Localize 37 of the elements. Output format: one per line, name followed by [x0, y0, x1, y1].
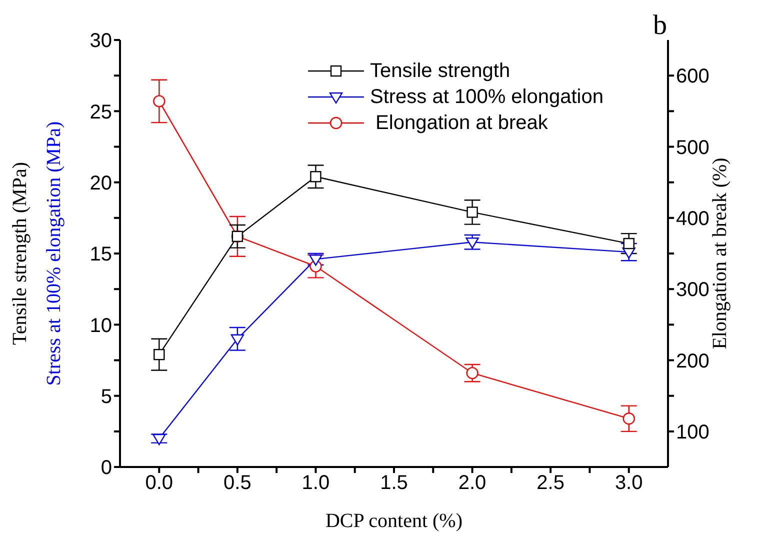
x-tick-label: 0.5: [224, 472, 252, 494]
y2-tick-label: 300: [676, 279, 710, 302]
x-tick-label: 1.0: [302, 472, 330, 494]
legend-label: Elongation at break: [374, 111, 548, 136]
text: Tensile strength (MPa): [9, 162, 31, 346]
y2-tick-label: 200: [676, 350, 710, 372]
x-tick-label: 2.5: [536, 472, 564, 494]
point: [154, 348, 165, 360]
y2-tick-label: 100: [676, 422, 710, 444]
y2-tick-label: 400: [676, 208, 710, 230]
point: [622, 412, 635, 425]
y-tick-label: 15: [90, 244, 112, 266]
point: [310, 171, 322, 182]
legend-label: Tensile strength: [370, 59, 510, 84]
point: [466, 366, 478, 380]
text: Stress at 100% elongation (MPa): [43, 121, 65, 386]
y-tick-label: 30: [90, 30, 112, 52]
x-tick-label: 0.0: [145, 472, 174, 494]
y-tick-label: 25: [90, 101, 112, 124]
legend-label: Stress at 100% elongation: [370, 85, 604, 110]
x-tick-label: 1.5: [380, 472, 408, 494]
point: [466, 206, 478, 218]
y-tick-label: 20: [90, 172, 112, 194]
y2-tick-label: 500: [676, 136, 710, 159]
x-tick-label: 2.0: [458, 472, 486, 494]
annotation: b: [653, 10, 667, 42]
x-axis-title: DCP content (%): [325, 510, 463, 532]
y-tick-label: 5: [100, 386, 112, 408]
point: [230, 334, 244, 346]
x-tick-label: 3.0: [614, 472, 643, 494]
point: [623, 238, 634, 250]
y-tick-label: 10: [90, 314, 112, 337]
point: [466, 238, 479, 249]
point: [153, 95, 166, 108]
y2-tick-label: 600: [676, 66, 710, 88]
y2-axis-title: Elongation at break (%): [709, 158, 732, 350]
y-tick-label: 0: [100, 457, 112, 480]
